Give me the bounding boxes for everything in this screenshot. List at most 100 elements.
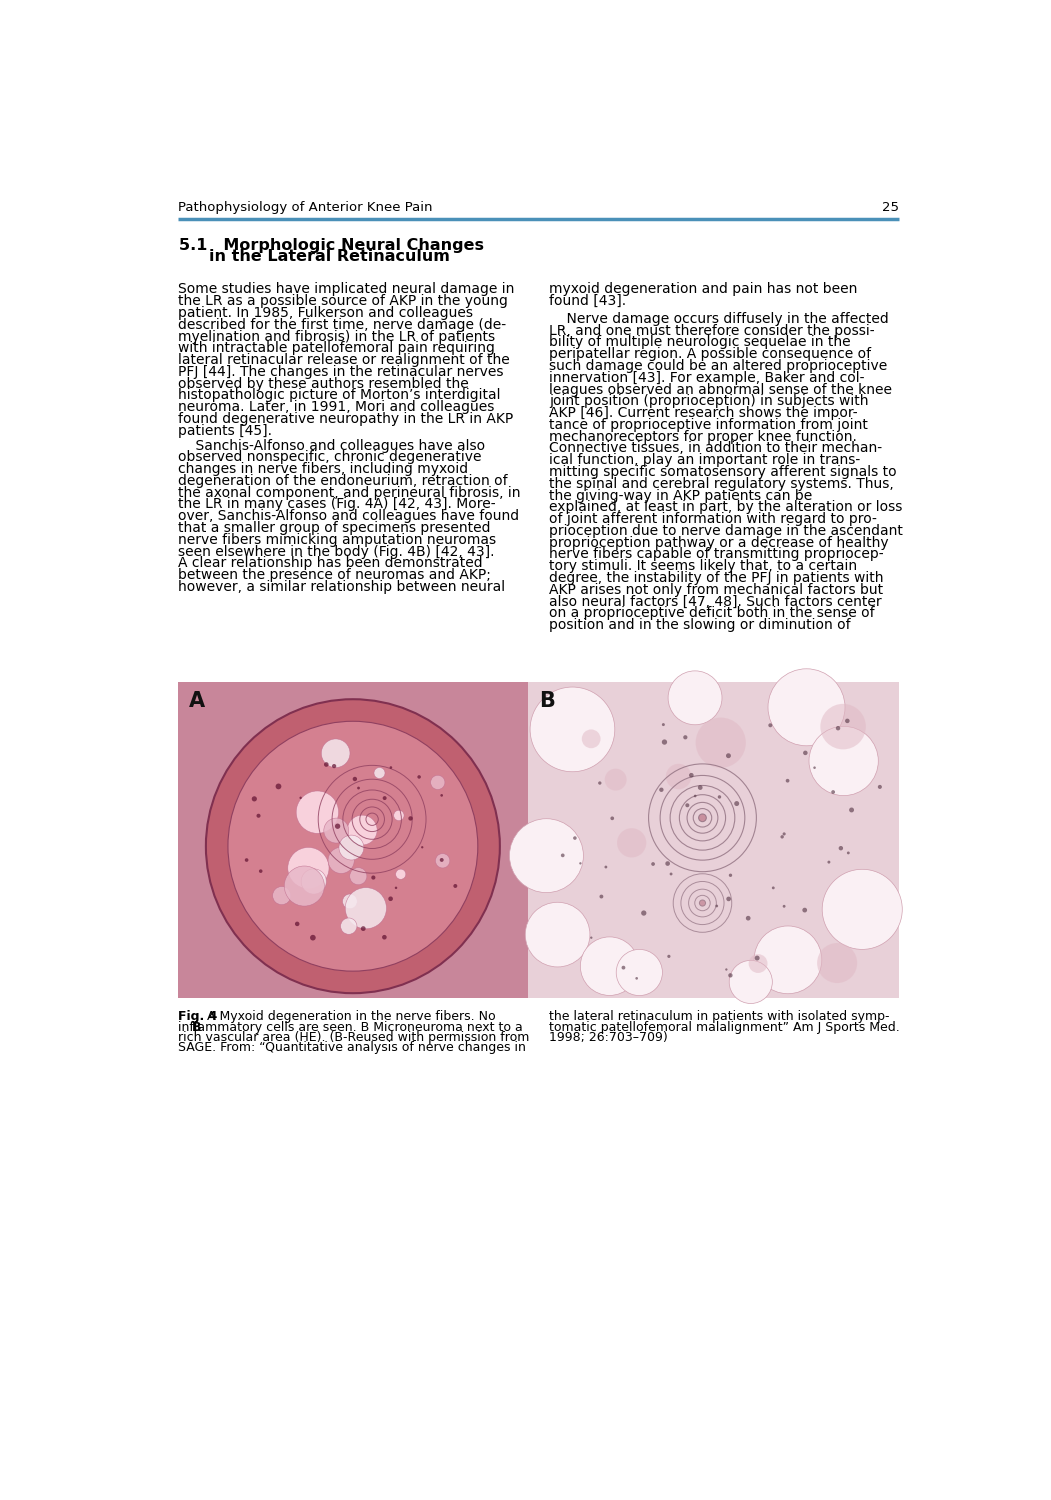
Circle shape (822, 870, 902, 950)
Circle shape (228, 722, 478, 970)
Circle shape (839, 846, 843, 850)
Circle shape (611, 816, 614, 821)
Circle shape (347, 815, 377, 844)
Text: lateral retinacular release or realignment of the: lateral retinacular release or realignme… (178, 352, 510, 368)
Circle shape (335, 824, 341, 830)
Text: mechanoreceptors for proper knee function.: mechanoreceptors for proper knee functio… (550, 429, 858, 444)
Text: however, a similar relationship between neural: however, a similar relationship between … (178, 580, 506, 594)
Circle shape (383, 796, 387, 800)
Text: tance of proprioceptive information from joint: tance of proprioceptive information from… (550, 419, 868, 432)
Circle shape (755, 956, 760, 960)
Circle shape (417, 776, 420, 778)
Text: B: B (539, 692, 555, 711)
Circle shape (617, 828, 646, 858)
Circle shape (817, 944, 858, 982)
Circle shape (526, 903, 590, 968)
Text: myxoid degeneration and pain has not been: myxoid degeneration and pain has not bee… (550, 282, 858, 297)
Circle shape (831, 790, 836, 794)
Text: the axonal component, and perineural fibrosis, in: the axonal component, and perineural fib… (178, 486, 520, 500)
Circle shape (845, 718, 849, 723)
Bar (528, 682, 900, 998)
Text: patient. In 1985, Fulkerson and colleagues: patient. In 1985, Fulkerson and colleagu… (178, 306, 473, 320)
Circle shape (746, 916, 750, 921)
Circle shape (346, 888, 387, 928)
Circle shape (802, 908, 807, 912)
Circle shape (813, 766, 816, 770)
Circle shape (296, 790, 338, 834)
Text: that a smaller group of specimens presented: that a smaller group of specimens presen… (178, 520, 491, 536)
Circle shape (728, 974, 733, 978)
Circle shape (409, 816, 413, 821)
Circle shape (604, 768, 626, 790)
Circle shape (726, 897, 730, 902)
Text: 1998; 26:703–709): 1998; 26:703–709) (550, 1030, 668, 1044)
Text: in the Lateral Retinaculum: in the Lateral Retinaculum (209, 249, 450, 264)
Circle shape (683, 735, 687, 740)
Circle shape (310, 934, 315, 940)
Circle shape (599, 894, 603, 898)
Text: tomatic patellofemoral malalignment” Am J Sports Med.: tomatic patellofemoral malalignment” Am … (550, 1020, 900, 1034)
Circle shape (667, 954, 671, 958)
Text: seen elsewhere in the body (Fig. 4B) [42, 43].: seen elsewhere in the body (Fig. 4B) [42… (178, 544, 494, 558)
Text: found [43].: found [43]. (550, 294, 626, 307)
Circle shape (338, 836, 364, 860)
Circle shape (561, 853, 564, 856)
Text: explained, at least in part, by the alteration or loss: explained, at least in part, by the alte… (550, 501, 903, 515)
Text: A clear relationship has been demonstrated: A clear relationship has been demonstrat… (178, 556, 482, 570)
Circle shape (726, 753, 730, 758)
Text: A Myxoid degeneration in the nerve fibers. No: A Myxoid degeneration in the nerve fiber… (203, 1010, 495, 1023)
Text: tory stimuli. It seems likely that, to a certain: tory stimuli. It seems likely that, to a… (550, 560, 858, 573)
Circle shape (694, 795, 697, 798)
Text: innervation [43]. For example, Baker and col-: innervation [43]. For example, Baker and… (550, 370, 865, 386)
Circle shape (332, 764, 336, 768)
Circle shape (256, 813, 261, 818)
Circle shape (245, 858, 248, 862)
Circle shape (696, 717, 746, 768)
Circle shape (300, 796, 302, 800)
Text: such damage could be an altered proprioceptive: such damage could be an altered proprioc… (550, 358, 888, 374)
Circle shape (582, 729, 600, 748)
Circle shape (322, 740, 350, 768)
Circle shape (206, 699, 500, 993)
Circle shape (783, 904, 785, 908)
Circle shape (360, 926, 366, 932)
Text: ical function, play an important role in trans-: ical function, play an important role in… (550, 453, 861, 466)
Text: mitting specific somatosensory afferent signals to: mitting specific somatosensory afferent … (550, 465, 898, 478)
Circle shape (699, 815, 706, 822)
Text: position and in the slowing or diminution of: position and in the slowing or diminutio… (550, 618, 851, 632)
Circle shape (669, 873, 673, 876)
Circle shape (383, 934, 387, 939)
Circle shape (735, 801, 739, 806)
Text: peripatellar region. A possible consequence of: peripatellar region. A possible conseque… (550, 346, 871, 362)
Circle shape (698, 784, 702, 790)
Text: joint position (proprioception) in subjects with: joint position (proprioception) in subje… (550, 394, 869, 408)
Text: nerve fibers capable of transmitting propriocep-: nerve fibers capable of transmitting pro… (550, 548, 884, 561)
Circle shape (530, 687, 615, 771)
Circle shape (716, 904, 718, 908)
Circle shape (699, 900, 705, 906)
Circle shape (285, 865, 325, 906)
Text: nerve fibers mimicking amputation neuromas: nerve fibers mimicking amputation neurom… (178, 532, 496, 548)
Text: Pathophysiology of Anterior Knee Pain: Pathophysiology of Anterior Knee Pain (178, 201, 432, 214)
Circle shape (821, 704, 866, 750)
Circle shape (390, 766, 392, 770)
Circle shape (395, 886, 397, 890)
Text: Some studies have implicated neural damage in: Some studies have implicated neural dama… (178, 282, 514, 297)
Text: with intractable patellofemoral pain requiring: with intractable patellofemoral pain req… (178, 342, 495, 355)
Text: between the presence of neuromas and AKP;: between the presence of neuromas and AKP… (178, 568, 491, 582)
Circle shape (590, 936, 593, 939)
Circle shape (604, 865, 607, 868)
Text: inflammatory cells are seen. B Microneuroma next to a: inflammatory cells are seen. B Microneur… (178, 1020, 522, 1034)
Text: prioception due to nerve damage in the ascendant: prioception due to nerve damage in the a… (550, 524, 903, 538)
Circle shape (259, 870, 263, 873)
Text: SAGE. From: “Quantitative analysis of nerve changes in: SAGE. From: “Quantitative analysis of ne… (178, 1041, 526, 1054)
Circle shape (439, 858, 444, 862)
Circle shape (272, 886, 291, 904)
Text: Fig. 4: Fig. 4 (178, 1010, 218, 1023)
Circle shape (662, 740, 667, 744)
Text: degree, the instability of the PFJ in patients with: degree, the instability of the PFJ in pa… (550, 572, 884, 585)
Circle shape (573, 837, 577, 840)
Circle shape (786, 778, 789, 783)
Text: PFJ [44]. The changes in the retinacular nerves: PFJ [44]. The changes in the retinacular… (178, 364, 503, 380)
Circle shape (621, 966, 625, 969)
